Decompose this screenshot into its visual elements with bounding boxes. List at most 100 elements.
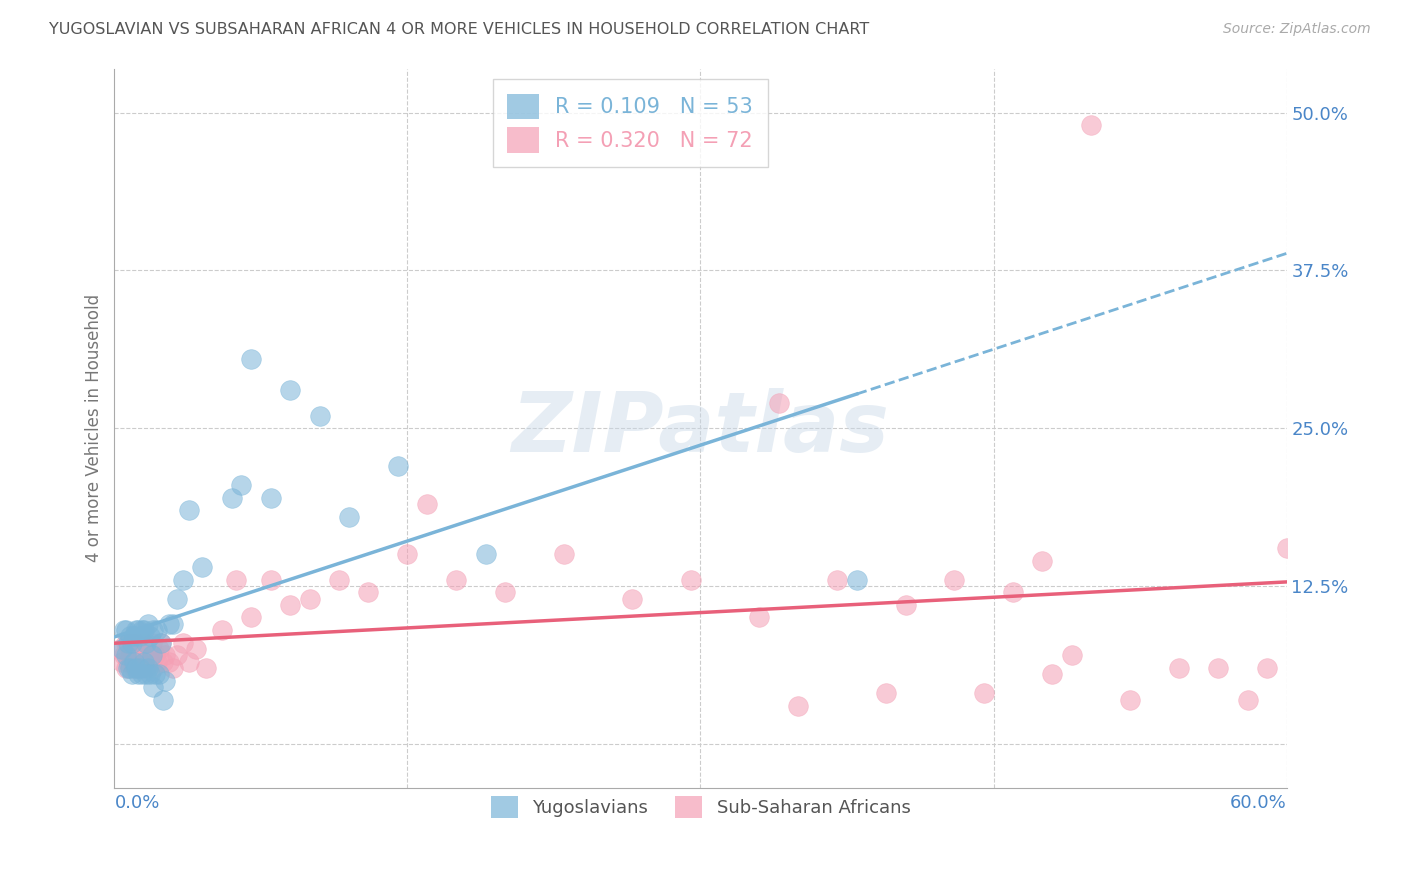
Point <box>146 623 169 637</box>
Point <box>1168 661 1191 675</box>
Point <box>118 648 141 663</box>
Text: YUGOSLAVIAN VS SUBSAHARAN AFRICAN 4 OR MORE VEHICLES IN HOUSEHOLD CORRELATION CH: YUGOSLAVIAN VS SUBSAHARAN AFRICAN 4 OR M… <box>49 22 869 37</box>
Point <box>121 636 143 650</box>
Point <box>142 661 165 675</box>
Point <box>195 661 218 675</box>
Point <box>240 351 263 366</box>
Point <box>127 623 149 637</box>
Point <box>157 616 180 631</box>
Point <box>387 458 409 473</box>
Point <box>1119 692 1142 706</box>
Point <box>162 661 184 675</box>
Point <box>298 591 321 606</box>
Point <box>308 409 330 423</box>
Point <box>125 623 148 637</box>
Point <box>787 698 810 713</box>
Point <box>122 661 145 675</box>
Point <box>117 636 139 650</box>
Point <box>117 661 139 675</box>
Point <box>172 573 194 587</box>
Y-axis label: 4 or more Vehicles in Household: 4 or more Vehicles in Household <box>86 294 103 562</box>
Point <box>150 636 173 650</box>
Point <box>357 585 380 599</box>
Point <box>128 661 150 675</box>
Point <box>117 636 139 650</box>
Point <box>135 667 157 681</box>
Point <box>138 655 160 669</box>
Point <box>135 636 157 650</box>
Point <box>446 573 468 587</box>
Point <box>128 655 150 669</box>
Point <box>337 509 360 524</box>
Point <box>136 616 159 631</box>
Point <box>132 623 155 637</box>
Point <box>136 648 159 663</box>
Point <box>111 642 134 657</box>
Point <box>145 648 167 663</box>
Point <box>825 573 848 587</box>
Point <box>166 591 188 606</box>
Point <box>1256 661 1278 675</box>
Point <box>125 655 148 669</box>
Point <box>1206 661 1229 675</box>
Point <box>118 661 141 675</box>
Point <box>115 636 138 650</box>
Point <box>396 548 419 562</box>
Point <box>1275 541 1298 555</box>
Text: ZIPatlas: ZIPatlas <box>512 388 890 468</box>
Point <box>127 661 149 675</box>
Point <box>240 610 263 624</box>
Point <box>260 573 283 587</box>
Text: 60.0%: 60.0% <box>1230 794 1286 813</box>
Point <box>145 667 167 681</box>
Point <box>1080 118 1102 132</box>
Point <box>112 623 135 637</box>
Point <box>1031 554 1053 568</box>
Point <box>121 636 143 650</box>
Point <box>115 623 138 637</box>
Legend: Yugoslavians, Sub-Saharan Africans: Yugoslavians, Sub-Saharan Africans <box>484 789 918 826</box>
Point <box>225 573 247 587</box>
Point <box>138 629 160 643</box>
Point <box>125 636 148 650</box>
Point <box>177 655 200 669</box>
Point <box>162 616 184 631</box>
Point <box>115 661 138 675</box>
Point <box>135 661 157 675</box>
Point <box>875 686 897 700</box>
Point <box>141 648 163 663</box>
Text: Source: ZipAtlas.com: Source: ZipAtlas.com <box>1223 22 1371 37</box>
Point <box>416 497 439 511</box>
Point <box>157 655 180 669</box>
Point <box>845 573 868 587</box>
Point <box>118 629 141 643</box>
Point <box>138 667 160 681</box>
Point <box>973 686 995 700</box>
Point <box>122 642 145 657</box>
Point <box>1040 667 1063 681</box>
Point <box>155 673 177 688</box>
Point <box>260 491 283 505</box>
Point <box>172 636 194 650</box>
Point <box>474 548 496 562</box>
Point <box>768 396 790 410</box>
Point <box>177 503 200 517</box>
Point <box>148 642 170 657</box>
Point <box>166 648 188 663</box>
Point <box>131 667 153 681</box>
Point <box>679 573 702 587</box>
Point <box>121 667 143 681</box>
Point <box>150 636 173 650</box>
Point <box>132 636 155 650</box>
Point <box>141 636 163 650</box>
Point <box>1060 648 1083 663</box>
Point <box>115 648 138 663</box>
Point <box>136 661 159 675</box>
Point <box>112 648 135 663</box>
Point <box>748 610 770 624</box>
Point <box>211 623 233 637</box>
Point <box>122 629 145 643</box>
Text: 0.0%: 0.0% <box>114 794 160 813</box>
Point <box>127 667 149 681</box>
Point <box>1236 692 1258 706</box>
